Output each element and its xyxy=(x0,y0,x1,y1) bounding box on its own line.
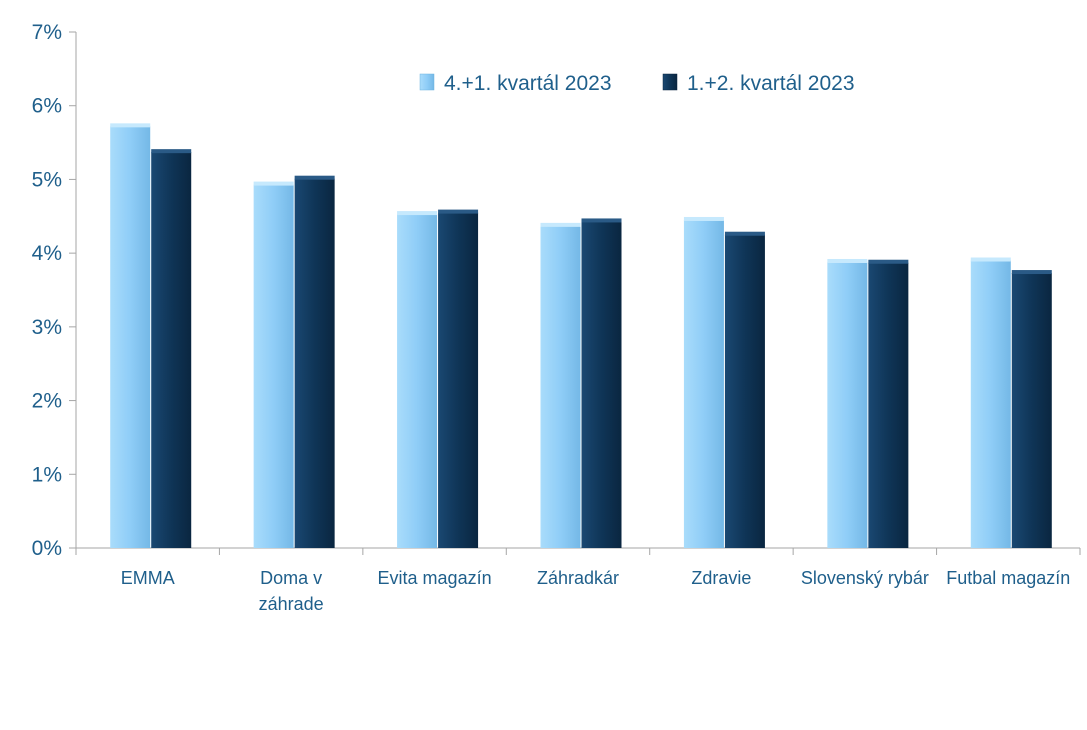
y-tick-label: 1% xyxy=(32,463,62,486)
bar-series1 xyxy=(110,123,151,549)
y-tick-label: 2% xyxy=(32,390,62,413)
bar-series2 xyxy=(438,209,479,548)
bar-top xyxy=(970,257,1011,262)
y-tick-label: 6% xyxy=(32,95,62,118)
bar-series1 xyxy=(970,257,1011,548)
y-axis: 0% 1% 2% 3% 4% 5% 6% 7% xyxy=(32,21,77,560)
bars xyxy=(110,123,1052,549)
y-tick-label: 7% xyxy=(32,21,62,44)
bar-top xyxy=(110,123,151,128)
bar-series2 xyxy=(294,175,335,549)
bar-body xyxy=(397,214,438,548)
bar-series1 xyxy=(397,211,438,548)
bar-body xyxy=(1011,273,1052,548)
category-label: Záhradkár xyxy=(537,568,619,588)
category-labels: EMMA Doma v záhrade Evita magazín Záhradkár Z… xyxy=(121,568,1071,614)
bar-series1 xyxy=(253,181,294,549)
category-label: Evita magazín xyxy=(378,568,492,588)
y-tick-label: 0% xyxy=(32,537,62,560)
bar-top xyxy=(724,231,765,236)
legend-item: 4.+1. kvartál 2023 xyxy=(419,72,612,95)
bar-body xyxy=(110,126,151,549)
bar-top xyxy=(683,216,724,221)
legend-item: 1.+2. kvartál 2023 xyxy=(662,72,855,95)
category-label: Zdravie xyxy=(691,568,751,588)
bar-series2 xyxy=(868,259,909,548)
bar-top xyxy=(294,175,335,180)
legend-swatch xyxy=(662,73,678,91)
bar-top xyxy=(827,258,868,263)
bar-body xyxy=(827,261,868,548)
bar-body xyxy=(970,260,1011,548)
bar-body xyxy=(294,178,335,549)
bar-body xyxy=(683,219,724,548)
bar-top xyxy=(397,211,438,216)
bar-top xyxy=(151,149,192,154)
bar-top xyxy=(1011,270,1052,275)
x-axis xyxy=(75,547,1081,555)
bar-top xyxy=(253,181,294,186)
legend: 4.+1. kvartál 2023 1.+2. kvartál 2023 xyxy=(419,72,855,95)
y-tick-label: 4% xyxy=(32,242,62,265)
bar-top xyxy=(581,218,622,223)
bar-body xyxy=(581,221,622,548)
y-tick-label: 5% xyxy=(32,168,62,191)
legend-swatch xyxy=(419,73,435,91)
bar-body xyxy=(253,184,294,549)
category-label: Doma v záhrade xyxy=(259,568,324,614)
bar-series2 xyxy=(151,149,192,548)
bar-series1 xyxy=(827,258,868,548)
category-label: Futbal magazín xyxy=(946,568,1070,588)
bar-body xyxy=(438,212,479,548)
bar-series2 xyxy=(1011,270,1052,548)
bar-body xyxy=(540,225,581,548)
category-label: EMMA xyxy=(121,568,175,588)
bar-top xyxy=(868,259,909,264)
legend-label: 1.+2. kvartál 2023 xyxy=(687,72,855,95)
bar-series1 xyxy=(683,216,724,548)
bar-body xyxy=(724,234,765,548)
bar-body xyxy=(868,262,909,548)
bar-series2 xyxy=(581,218,622,548)
legend-label: 4.+1. kvartál 2023 xyxy=(444,72,612,95)
bar-series2 xyxy=(724,231,765,548)
bar-series1 xyxy=(540,222,581,548)
bar-top xyxy=(438,209,479,214)
bar-body xyxy=(151,152,192,548)
bar-top xyxy=(540,222,581,227)
category-label: Slovenský rybár xyxy=(801,568,929,588)
y-tick-label: 3% xyxy=(32,316,62,339)
